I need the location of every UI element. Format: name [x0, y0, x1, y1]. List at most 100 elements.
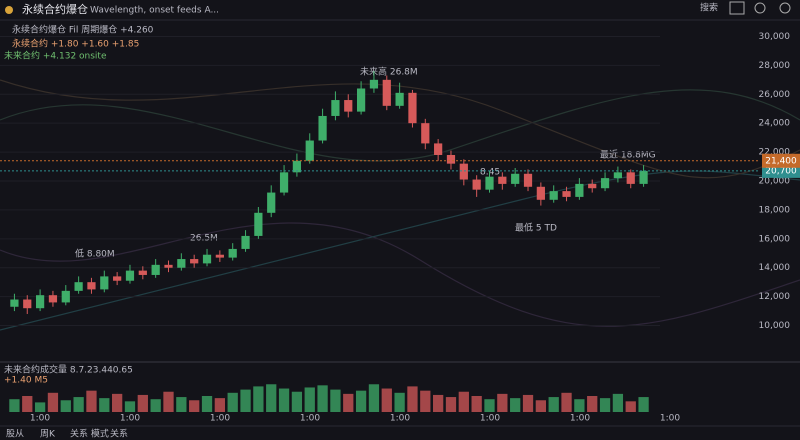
y-tick-label: 22,000 — [759, 148, 791, 158]
volume-bar — [227, 392, 238, 412]
volume-bar — [22, 396, 33, 412]
icon-search[interactable] — [754, 2, 766, 14]
candle-body — [292, 160, 302, 173]
candle-body — [498, 176, 507, 184]
candle-body — [241, 235, 250, 249]
y-tick-label: 14,000 — [759, 263, 791, 273]
volume-bar — [189, 400, 200, 412]
annotation: 未来高 26.8M — [360, 66, 418, 78]
volume-bar — [548, 397, 559, 412]
footer-item[interactable]: 股从 — [6, 429, 24, 440]
candle-body — [536, 186, 545, 200]
volume-bar — [201, 396, 213, 412]
icon-window[interactable] — [729, 1, 745, 15]
volume-bar — [266, 384, 277, 412]
candle-body — [472, 179, 481, 190]
volume-bar — [599, 398, 611, 412]
volume-bar — [99, 398, 110, 412]
candle-body — [588, 183, 597, 189]
y-tick-label: 18,000 — [759, 205, 791, 215]
volume-bar — [317, 385, 328, 412]
volume-bar — [484, 399, 495, 412]
volume-bar — [407, 386, 418, 412]
volume-bar — [60, 400, 71, 412]
price-badge-label: 20,700 — [765, 166, 797, 176]
y-tick-label: 16,000 — [759, 234, 791, 244]
volume-bar — [497, 393, 508, 412]
volume-bar — [561, 392, 572, 412]
candle-body — [113, 276, 122, 281]
volume-bar — [253, 386, 264, 412]
volume-bar — [574, 399, 585, 412]
price-badge-label: 21,400 — [765, 156, 797, 166]
candle-body — [331, 100, 340, 116]
x-tick-label: 1:00 — [120, 414, 140, 424]
candle-body — [23, 299, 32, 309]
candle-body — [485, 176, 494, 190]
candle-body — [74, 282, 83, 291]
volume-bar — [368, 384, 380, 412]
candle-body — [562, 191, 571, 197]
volume-bar — [522, 394, 534, 412]
y-tick-label: 28,000 — [759, 61, 791, 71]
y-tick-label: 26,000 — [759, 90, 791, 100]
volume-bar — [458, 391, 469, 412]
candle-body — [511, 173, 520, 184]
x-tick-label: 1:00 — [480, 414, 500, 424]
x-tick-label: 1:00 — [30, 414, 50, 424]
annotation: 最近 18.8MG — [600, 149, 656, 161]
candle-body — [395, 92, 404, 106]
volume-bar — [86, 390, 97, 412]
x-tick-label: 1:00 — [210, 414, 230, 424]
candle-body — [164, 264, 173, 268]
candle-body — [35, 295, 45, 309]
candle-body — [138, 270, 147, 275]
volume-bar — [612, 393, 624, 412]
candle-body — [434, 143, 443, 155]
candle-body — [446, 154, 456, 164]
candle-body — [575, 183, 584, 197]
candle-body — [305, 140, 314, 161]
footer-item[interactable]: 关系 — [110, 428, 128, 440]
y-tick-label: 24,000 — [759, 119, 791, 129]
x-tick-label: 1:00 — [570, 414, 590, 424]
candle-body — [215, 254, 224, 258]
volume-bar — [9, 399, 20, 412]
logo — [5, 6, 13, 14]
volume-bar — [73, 397, 84, 412]
app-title: 永续合约爆仓 — [22, 2, 88, 16]
candle-body — [318, 115, 327, 141]
candle-body — [600, 178, 610, 189]
volume-bar — [381, 388, 392, 412]
legend-1: 永续合约爆仓 Fil 周期爆仓 +4.260 — [12, 24, 154, 36]
annotation: 8.45 — [480, 168, 500, 178]
volume-bar — [420, 390, 431, 412]
volume-bar — [214, 398, 225, 412]
volume-bar — [163, 391, 174, 412]
volume-bar — [240, 389, 251, 412]
volume-bar — [150, 399, 161, 412]
volume-bar — [176, 397, 187, 412]
candle-body — [613, 172, 623, 179]
footer-item[interactable]: 周K — [40, 429, 56, 440]
menu[interactable]: 搜索 — [700, 2, 718, 14]
legend-2: 永续合约 +1.80 +1.60 +1.85 — [12, 38, 139, 50]
volume-bar — [445, 397, 457, 412]
volume-bar — [343, 393, 354, 412]
volume-bar — [394, 392, 405, 412]
candle-body — [459, 163, 468, 180]
volume-sublabel: +1.40 M5 — [4, 376, 48, 386]
annotation: 低 8.80M — [75, 248, 115, 260]
candle-body — [61, 290, 70, 303]
footer-item[interactable]: 关系 模式 — [70, 428, 109, 440]
volume-bar — [112, 393, 123, 412]
icon-settings[interactable] — [779, 2, 791, 14]
y-tick-label: 20,000 — [759, 177, 791, 187]
x-tick-label: 1:00 — [660, 414, 680, 424]
volume-bar — [510, 398, 521, 412]
candle-body — [190, 259, 199, 264]
candle-body — [639, 170, 648, 184]
candle-body — [279, 172, 289, 193]
